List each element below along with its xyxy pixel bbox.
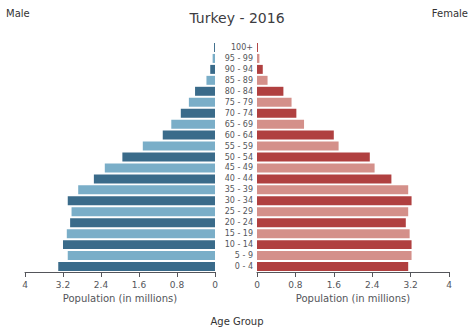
svg-text:10 - 14: 10 - 14 xyxy=(225,240,253,249)
svg-text:Population (in millions): Population (in millions) xyxy=(63,293,177,304)
svg-text:100+: 100+ xyxy=(231,43,253,52)
svg-text:30 - 34: 30 - 34 xyxy=(225,196,253,205)
svg-text:20 - 24: 20 - 24 xyxy=(225,218,253,227)
svg-text:85 - 89: 85 - 89 xyxy=(225,76,253,85)
svg-text:65 - 69: 65 - 69 xyxy=(225,120,253,129)
svg-text:90 - 94: 90 - 94 xyxy=(225,65,253,74)
svg-text:25 - 29: 25 - 29 xyxy=(225,207,253,216)
svg-text:Population (in millions): Population (in millions) xyxy=(296,293,410,304)
svg-text:0.8: 0.8 xyxy=(288,280,303,290)
svg-text:70 - 74: 70 - 74 xyxy=(225,109,253,118)
svg-text:50 - 54: 50 - 54 xyxy=(225,153,253,162)
svg-text:2.4: 2.4 xyxy=(94,280,109,290)
svg-text:1.6: 1.6 xyxy=(327,280,342,290)
svg-text:55 - 59: 55 - 59 xyxy=(225,142,253,151)
svg-text:95 - 99: 95 - 99 xyxy=(225,54,253,63)
svg-text:Female: Female xyxy=(432,8,468,19)
svg-text:0.8: 0.8 xyxy=(170,280,185,290)
svg-text:15 - 19: 15 - 19 xyxy=(225,229,253,238)
svg-text:Turkey - 2016: Turkey - 2016 xyxy=(188,10,284,26)
svg-text:45 - 49: 45 - 49 xyxy=(225,163,253,172)
svg-text:35 - 39: 35 - 39 xyxy=(225,185,253,194)
svg-text:0: 0 xyxy=(254,280,260,290)
svg-text:0 - 4: 0 - 4 xyxy=(235,262,253,271)
svg-text:2.4: 2.4 xyxy=(365,280,380,290)
svg-text:3.2: 3.2 xyxy=(56,280,70,290)
svg-text:Male: Male xyxy=(6,8,30,19)
svg-text:60 - 64: 60 - 64 xyxy=(225,131,253,140)
svg-text:4: 4 xyxy=(22,280,28,290)
svg-text:40 - 44: 40 - 44 xyxy=(225,174,253,183)
svg-text:1.6: 1.6 xyxy=(132,280,147,290)
svg-text:Age Group: Age Group xyxy=(211,316,264,327)
svg-text:0: 0 xyxy=(212,280,218,290)
svg-text:5 - 9: 5 - 9 xyxy=(235,251,253,260)
svg-text:80 - 84: 80 - 84 xyxy=(225,87,253,96)
svg-text:4: 4 xyxy=(446,280,452,290)
svg-text:75 - 79: 75 - 79 xyxy=(225,98,253,107)
svg-text:3.2: 3.2 xyxy=(403,280,417,290)
